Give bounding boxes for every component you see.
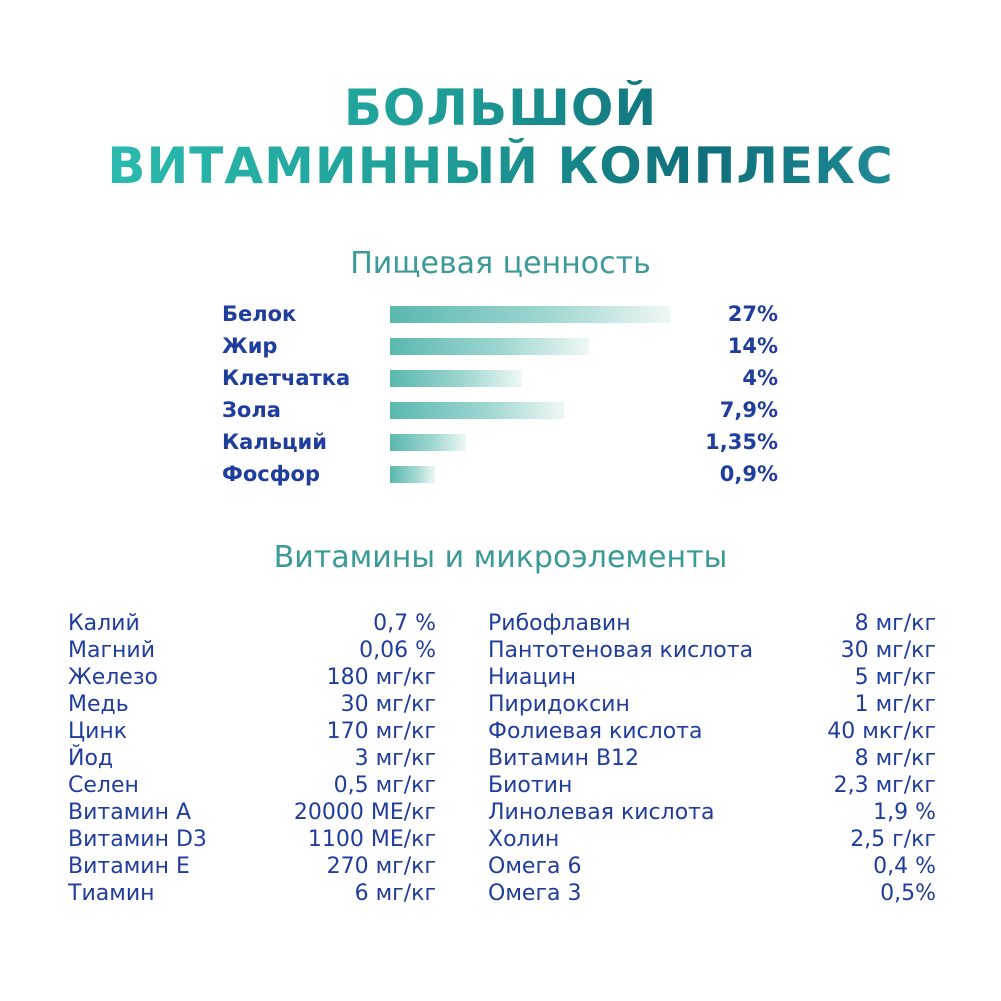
vitamin-name: Йод bbox=[68, 746, 114, 771]
nutrition-bar bbox=[390, 402, 564, 419]
nutrition-value: 0,9% bbox=[719, 462, 778, 486]
nutrition-value: 4% bbox=[742, 366, 778, 390]
vitamins-list-right: Рибофлавин 8 мг/кг Пантотеновая кислота 30 … bbox=[488, 610, 936, 907]
vitamin-amount: 170 мг/кг bbox=[326, 719, 436, 744]
vitamin-row: Омега 3 0,5% bbox=[488, 880, 936, 907]
page-title-line-2: ВИТАМИННЫЙ КОМПЛЕКС bbox=[0, 138, 1001, 194]
vitamin-amount: 8 мг/кг bbox=[854, 611, 936, 636]
vitamin-name: Магний bbox=[68, 638, 156, 663]
vitamin-name: Железо bbox=[68, 665, 158, 690]
vitamin-amount: 30 мг/кг bbox=[340, 692, 436, 717]
vitamin-amount: 40 мкг/кг bbox=[827, 719, 936, 744]
nutrition-label: Белок bbox=[222, 302, 297, 326]
vitamin-name: Пиридоксин bbox=[488, 692, 630, 717]
nutrition-value: 14% bbox=[727, 334, 778, 358]
vitamin-row: Омега 6 0,4 % bbox=[488, 853, 936, 880]
vitamin-name: Пантотеновая кислота bbox=[488, 638, 754, 663]
nutrition-bar bbox=[390, 434, 466, 451]
vitamin-amount: 180 мг/кг bbox=[326, 665, 436, 690]
nutrition-bar bbox=[390, 306, 670, 323]
vitamin-row: Йод 3 мг/кг bbox=[68, 745, 436, 772]
vitamin-row: Пантотеновая кислота 30 мг/кг bbox=[488, 637, 936, 664]
vitamin-row: Витамин D3 1100 МЕ/кг bbox=[68, 826, 436, 853]
vitamin-name: Медь bbox=[68, 692, 129, 717]
nutrition-value: 27% bbox=[727, 302, 778, 326]
nutrition-heading: Пищевая ценность bbox=[350, 246, 651, 281]
vitamin-name: Фолиевая кислота bbox=[488, 719, 703, 744]
vitamin-name: Ниацин bbox=[488, 665, 576, 690]
vitamin-name: Цинк bbox=[68, 719, 128, 744]
nutrition-value: 1,35% bbox=[705, 430, 778, 454]
nutrition-label: Зола bbox=[222, 398, 281, 422]
nutrition-label: Жир bbox=[222, 334, 278, 358]
vitamin-row: Рибофлавин 8 мг/кг bbox=[488, 610, 936, 637]
nutrition-label: Клетчатка bbox=[222, 366, 351, 390]
vitamin-row: Витамин Е 270 мг/кг bbox=[68, 853, 436, 880]
vitamin-row: Ниацин 5 мг/кг bbox=[488, 664, 936, 691]
vitamin-amount: 1 мг/кг bbox=[854, 692, 936, 717]
vitamin-row: Железо 180 мг/кг bbox=[68, 664, 436, 691]
nutrition-row: Фосфор 0,9% bbox=[222, 458, 782, 490]
vitamin-name: Рибофлавин bbox=[488, 611, 631, 636]
vitamin-amount: 5 мг/кг bbox=[854, 665, 936, 690]
vitamin-row: Фолиевая кислота 40 мкг/кг bbox=[488, 718, 936, 745]
page-title-line-1: БОЛЬШОЙ bbox=[0, 80, 1001, 136]
vitamin-name: Витамин Е bbox=[68, 854, 190, 879]
vitamin-row: Цинк 170 мг/кг bbox=[68, 718, 436, 745]
nutrition-value: 7,9% bbox=[719, 398, 778, 422]
vitamins-list-left: Калий 0,7 % Магний 0,06 % Железо 180 мг/кг Мед… bbox=[68, 610, 436, 907]
vitamin-row: Селен 0,5 мг/кг bbox=[68, 772, 436, 799]
vitamin-amount: 3 мг/кг bbox=[354, 746, 436, 771]
vitamin-amount: 0,06 % bbox=[359, 638, 436, 663]
vitamin-amount: 0,5 мг/кг bbox=[333, 773, 436, 798]
nutrition-bar bbox=[390, 338, 589, 355]
nutrition-label: Фосфор bbox=[222, 462, 320, 486]
vitamin-row: Биотин 2,3 мг/кг bbox=[488, 772, 936, 799]
vitamin-amount: 0,5% bbox=[880, 881, 936, 906]
vitamin-amount: 2,3 мг/кг bbox=[833, 773, 936, 798]
nutrition-row: Жир 14% bbox=[222, 330, 782, 362]
nutrition-bar bbox=[390, 370, 522, 387]
nutrition-row: Белок 27% bbox=[222, 298, 782, 330]
vitamin-amount: 30 мг/кг bbox=[840, 638, 936, 663]
vitamin-amount: 6 мг/кг bbox=[354, 881, 436, 906]
vitamin-amount: 2,5 г/кг bbox=[850, 827, 936, 852]
vitamin-name: Биотин bbox=[488, 773, 573, 798]
vitamin-amount: 8 мг/кг bbox=[854, 746, 936, 771]
vitamins-heading: Витамины и микроэлементы bbox=[273, 540, 728, 575]
vitamin-row: Медь 30 мг/кг bbox=[68, 691, 436, 718]
vitamin-row: Пиридоксин 1 мг/кг bbox=[488, 691, 936, 718]
vitamin-row: Линолевая кислота 1,9 % bbox=[488, 799, 936, 826]
nutrition-row: Зола 7,9% bbox=[222, 394, 782, 426]
vitamin-name: Холин bbox=[488, 827, 560, 852]
nutrition-bar bbox=[390, 466, 435, 483]
vitamin-row: Холин 2,5 г/кг bbox=[488, 826, 936, 853]
vitamin-row: Витамин А 20000 МЕ/кг bbox=[68, 799, 436, 826]
nutrition-label: Кальций bbox=[222, 430, 327, 454]
nutrition-row: Клетчатка 4% bbox=[222, 362, 782, 394]
vitamin-row: Магний 0,06 % bbox=[68, 637, 436, 664]
vitamin-name: Селен bbox=[68, 773, 139, 798]
vitamin-row: Тиамин 6 мг/кг bbox=[68, 880, 436, 907]
vitamin-amount: 0,4 % bbox=[873, 854, 936, 879]
vitamin-amount: 270 мг/кг bbox=[326, 854, 436, 879]
vitamin-amount: 0,7 % bbox=[373, 611, 436, 636]
vitamin-name: Омега 6 bbox=[488, 854, 582, 879]
vitamin-name: Тиамин bbox=[68, 881, 155, 906]
vitamin-row: Витамин В12 8 мг/кг bbox=[488, 745, 936, 772]
vitamin-name: Витамин D3 bbox=[68, 827, 207, 852]
vitamin-amount: 20000 МЕ/кг bbox=[293, 800, 436, 825]
vitamin-name: Витамин В12 bbox=[488, 746, 640, 771]
vitamin-name: Витамин А bbox=[68, 800, 192, 825]
vitamin-amount: 1100 МЕ/кг bbox=[307, 827, 436, 852]
vitamin-amount: 1,9 % bbox=[873, 800, 936, 825]
nutrition-row: Кальций 1,35% bbox=[222, 426, 782, 458]
vitamin-name: Линолевая кислота bbox=[488, 800, 715, 825]
vitamin-name: Омега 3 bbox=[488, 881, 582, 906]
vitamin-row: Калий 0,7 % bbox=[68, 610, 436, 637]
vitamin-name: Калий bbox=[68, 611, 140, 636]
